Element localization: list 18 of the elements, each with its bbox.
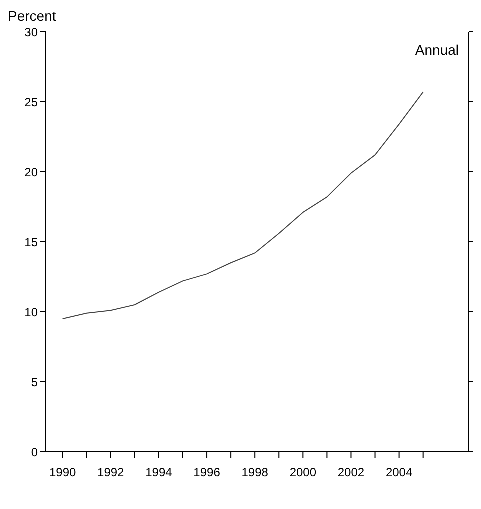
- y-tick-label: 25: [24, 95, 38, 110]
- y-tick-label: 5: [31, 375, 38, 390]
- x-tick-label: 2004: [386, 466, 413, 480]
- x-tick-label: 1990: [49, 466, 76, 480]
- x-tick-label: 2000: [290, 466, 317, 480]
- line-series: [62, 92, 424, 320]
- x-tick-label: 2002: [338, 466, 365, 480]
- x-tick-label: 1998: [242, 466, 269, 480]
- y-axis-title: Percent: [8, 8, 56, 24]
- x-tick-label: 1992: [98, 466, 125, 480]
- y-tick-label: 0: [31, 445, 38, 460]
- y-tick-label: 20: [24, 165, 38, 180]
- y-tick-label: 10: [24, 305, 38, 320]
- y-tick-label: 15: [24, 235, 38, 250]
- x-tick-label: 1996: [194, 466, 221, 480]
- y-tick-label: 30: [24, 25, 38, 40]
- annotation: Annual: [415, 42, 459, 58]
- x-tick-label: 1994: [146, 466, 173, 480]
